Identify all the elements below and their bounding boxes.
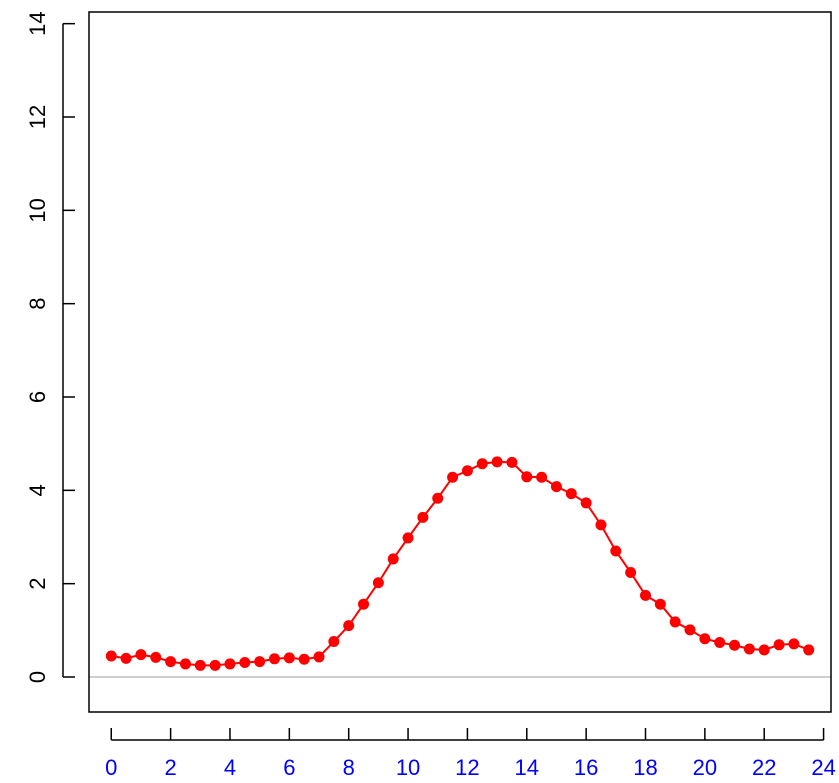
data-point [506,456,518,468]
data-point [640,589,651,601]
data-point [476,458,488,470]
data-point [269,653,280,665]
y-tick-label: 14 [25,11,50,35]
data-point [610,545,622,557]
data-point [521,471,533,483]
y-tick-label: 10 [25,198,50,222]
data-point [699,633,711,645]
x-tick-label: 20 [693,755,717,780]
data-point [224,658,236,670]
y-tick-label: 12 [25,105,50,129]
data-point [803,644,815,656]
y-axis: 0 2 4 6 8 10 12 14 [25,11,75,683]
data-point [209,659,221,671]
data-point [536,471,548,483]
data-point [447,471,459,483]
data-point [120,652,132,664]
data-point [565,488,577,500]
data-point [417,511,429,523]
x-tick-label: 10 [396,755,420,780]
series-layer [105,456,815,671]
x-tick-label: 6 [283,755,295,780]
x-tick-label: 24 [811,755,835,780]
data-point [580,497,592,509]
data-point [179,658,191,670]
data-point [283,652,295,664]
data-point [491,456,503,468]
x-tick-label: 18 [633,755,657,780]
data-point [402,532,414,544]
data-point [432,492,444,504]
data-point [194,659,206,671]
x-tick-label: 14 [515,755,539,780]
data-point [773,639,785,651]
y-tick-label: 0 [25,671,50,683]
data-point [669,616,681,628]
x-tick-label: 22 [752,755,776,780]
x-tick-label: 12 [455,755,479,780]
data-point [729,639,741,651]
data-point [239,657,251,669]
plot-frame [88,11,832,713]
data-point [684,624,696,636]
data-point [461,465,473,477]
data-point [135,649,147,661]
data-point [313,651,325,663]
data-point [654,598,666,610]
data-point [328,636,340,648]
data-point [150,651,162,663]
y-tick-label: 6 [25,391,50,403]
data-point [595,519,607,531]
data-point [387,553,399,565]
y-tick-label: 2 [25,578,50,590]
data-point [372,577,384,589]
data-point [298,653,310,665]
data-point [714,636,726,648]
data-point [788,638,800,650]
data-point [165,656,177,668]
x-tick-label: 2 [164,755,176,780]
x-axis: 0 2 4 6 8 10 12 14 16 18 20 22 24 [105,728,836,780]
y-tick-label: 8 [25,298,50,310]
data-point [758,644,770,656]
x-tick-label: 8 [343,755,355,780]
y-tick-label: 4 [25,484,50,496]
data-point [625,566,637,578]
x-tick-label: 4 [224,755,236,780]
x-tick-label: 0 [105,755,117,780]
data-point [550,481,562,493]
data-point [743,643,755,655]
x-tick-label: 16 [574,755,598,780]
data-point [343,620,355,632]
data-point [358,598,370,610]
data-point [105,650,117,662]
data-point [254,656,266,668]
